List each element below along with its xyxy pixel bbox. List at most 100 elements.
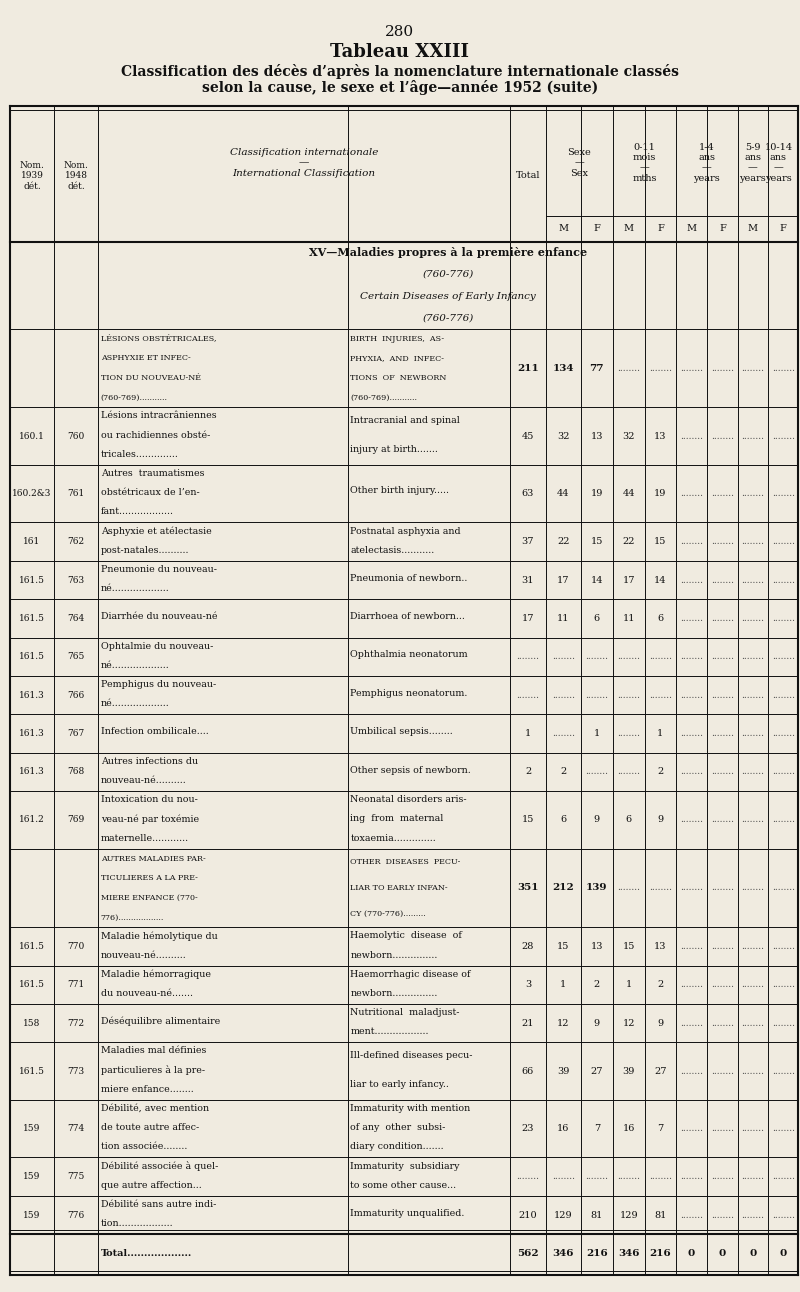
Text: 776)..................: 776).................. [101, 913, 164, 921]
Text: F: F [657, 225, 664, 233]
Text: 161.2: 161.2 [19, 815, 45, 824]
Text: ........: ........ [618, 691, 640, 700]
Text: 1: 1 [525, 729, 531, 738]
Text: ........: ........ [772, 1018, 794, 1027]
Text: 19: 19 [654, 490, 666, 499]
Text: 0: 0 [688, 1249, 695, 1258]
Text: 161.3: 161.3 [19, 691, 45, 700]
Text: F: F [780, 225, 786, 233]
Text: Immaturity unqualified.: Immaturity unqualified. [350, 1208, 465, 1217]
Text: Intracranial and spinal: Intracranial and spinal [350, 416, 460, 425]
Text: ........: ........ [772, 691, 794, 700]
Text: Certain Diseases of Early Infancy: Certain Diseases of Early Infancy [360, 292, 536, 301]
Text: 0: 0 [749, 1249, 757, 1258]
Text: 0: 0 [718, 1249, 726, 1258]
Text: ing  from  maternal: ing from maternal [350, 814, 444, 823]
Text: 13: 13 [654, 432, 666, 441]
Text: CY (770-776).........: CY (770-776)......... [350, 910, 426, 919]
Text: 139: 139 [586, 884, 607, 893]
Text: 77: 77 [590, 363, 604, 372]
Text: Pemphigus neonatorum.: Pemphigus neonatorum. [350, 689, 468, 698]
Text: 11: 11 [557, 614, 570, 623]
Text: 160.2&3: 160.2&3 [12, 490, 52, 499]
Text: toxaemia..............: toxaemia.............. [350, 833, 436, 842]
Text: 44: 44 [557, 490, 570, 499]
Text: tion..................: tion.................. [101, 1220, 174, 1229]
Text: ........: ........ [711, 432, 734, 441]
Text: M: M [748, 225, 758, 233]
Text: 7: 7 [594, 1124, 600, 1133]
Text: ........: ........ [711, 652, 734, 662]
Text: (760-776): (760-776) [422, 314, 474, 323]
Text: 63: 63 [522, 490, 534, 499]
Text: 16: 16 [557, 1124, 570, 1133]
Text: ........: ........ [772, 490, 794, 499]
Text: ........: ........ [772, 1211, 794, 1220]
Text: M: M [624, 225, 634, 233]
Text: ........: ........ [742, 691, 764, 700]
Text: 159: 159 [23, 1172, 41, 1181]
Text: 9: 9 [658, 815, 663, 824]
Text: ........: ........ [711, 537, 734, 547]
Text: 210: 210 [518, 1211, 538, 1220]
Text: ........: ........ [711, 1067, 734, 1076]
Text: ........: ........ [772, 575, 794, 584]
Text: ment..................: ment.................. [350, 1027, 429, 1036]
Text: ........: ........ [742, 575, 764, 584]
Text: ........: ........ [680, 1172, 703, 1181]
Text: 12: 12 [622, 1018, 635, 1027]
Text: BIRTH  INJURIES,  AS-: BIRTH INJURIES, AS- [350, 335, 445, 342]
Text: né...................: né................... [101, 699, 170, 708]
Text: atelectasis...........: atelectasis........... [350, 545, 434, 554]
Text: 19: 19 [590, 490, 603, 499]
Text: 6: 6 [560, 815, 566, 824]
Text: 10-14
ans
—
years: 10-14 ans — years [764, 142, 793, 183]
Text: ........: ........ [680, 815, 703, 824]
Text: 161.5: 161.5 [19, 652, 45, 662]
Text: 161.3: 161.3 [19, 767, 45, 776]
Text: ........: ........ [680, 767, 703, 776]
Text: 766: 766 [67, 691, 85, 700]
Text: TIONS  OF  NEWBORN: TIONS OF NEWBORN [350, 373, 446, 382]
Text: ........: ........ [711, 1172, 734, 1181]
Text: Umbilical sepsis........: Umbilical sepsis........ [350, 727, 453, 736]
Text: particulieres à la pre-: particulieres à la pre- [101, 1065, 205, 1075]
Text: 2: 2 [658, 981, 663, 990]
Text: AUTRES MALADIES PAR-: AUTRES MALADIES PAR- [101, 854, 206, 863]
Text: ........: ........ [711, 815, 734, 824]
Text: 161.5: 161.5 [19, 575, 45, 584]
Text: selon la cause, le sexe et l’âge—année 1952 (suite): selon la cause, le sexe et l’âge—année 1… [202, 80, 598, 96]
Text: Haemorrhagic disease of: Haemorrhagic disease of [350, 970, 471, 979]
Text: ........: ........ [711, 767, 734, 776]
Text: XV—Maladies propres à la première enfance: XV—Maladies propres à la première enfanc… [309, 247, 587, 258]
Text: 81: 81 [654, 1211, 666, 1220]
Text: ........: ........ [742, 432, 764, 441]
Text: 21: 21 [522, 1018, 534, 1027]
Text: ........: ........ [772, 729, 794, 738]
Text: 772: 772 [67, 1018, 85, 1027]
Text: Haemolytic  disease  of: Haemolytic disease of [350, 932, 462, 941]
Text: 1-4
ans
—
years: 1-4 ans — years [694, 142, 720, 183]
Text: ........: ........ [711, 575, 734, 584]
Text: Lésions intracrâniennes: Lésions intracrâniennes [101, 411, 217, 420]
Text: 13: 13 [590, 942, 603, 951]
Text: obstétricaux de l’en-: obstétricaux de l’en- [101, 488, 199, 497]
Text: MIERE ENFANCE (770-: MIERE ENFANCE (770- [101, 894, 198, 902]
Text: nouveau-né..........: nouveau-né.......... [101, 951, 186, 960]
Text: ........: ........ [680, 537, 703, 547]
Text: liar to early infancy..: liar to early infancy.. [350, 1080, 450, 1089]
Text: tricales..............: tricales.............. [101, 450, 178, 459]
Text: 17: 17 [622, 575, 635, 584]
Text: Other sepsis of newborn.: Other sepsis of newborn. [350, 766, 471, 774]
Text: Maladie hémorragique: Maladie hémorragique [101, 969, 211, 979]
Text: ........: ........ [586, 652, 608, 662]
Text: 771: 771 [67, 981, 85, 990]
Text: 562: 562 [517, 1249, 539, 1258]
Text: 5-9
ans
—
years: 5-9 ans — years [739, 142, 766, 183]
Text: nouveau-né..........: nouveau-né.......... [101, 776, 186, 786]
Text: M: M [558, 225, 568, 233]
Text: Ophthalmia neonatorum: Ophthalmia neonatorum [350, 650, 468, 659]
Text: ........: ........ [711, 490, 734, 499]
Text: ........: ........ [680, 490, 703, 499]
Text: 44: 44 [622, 490, 635, 499]
